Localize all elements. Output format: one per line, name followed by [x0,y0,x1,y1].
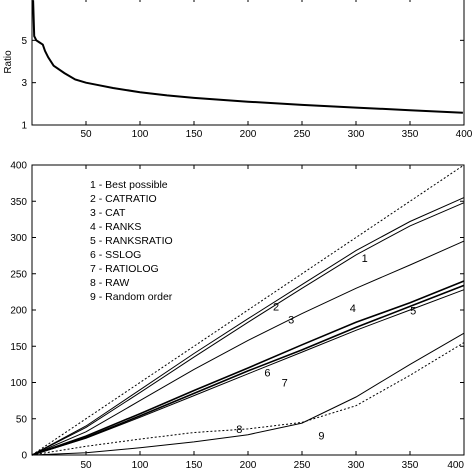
comparison-x-tick-label: 150 [186,460,203,471]
comparison-y-tick-label: 250 [10,269,27,280]
ratio-axis-title: Ratio [3,50,14,74]
curve-7-line [31,289,465,456]
ratio-y-tick-label: 5 [21,36,27,47]
legend-entry: 7 - RATIOLOG [90,263,159,275]
curve-6-label: 6 [264,367,270,379]
comparison-y-tick-label: 400 [10,161,27,172]
ratio-x-tick-label: 50 [80,129,92,140]
legend-entry: 1 - Best possible [90,179,168,191]
comparison-x-tick-label: 400 [447,460,464,471]
legend-entry: 2 - CATRATIO [90,193,157,205]
comparison-plot: 50 100 150 200 250 300 350 400 0 50 100 150 200 250 30… [10,161,465,471]
ratio-x-tick-label: 100 [132,129,149,140]
ratio-y-tick-label: 3 [21,78,27,89]
ratio-line [32,0,463,114]
legend-entry: 9 - Random order [90,291,173,303]
comparison-y-tick-label: 350 [10,197,27,208]
curve-8-label: 8 [236,424,242,436]
comparison-y-tick-label: 300 [10,233,27,244]
comparison-x-tick-label: 250 [294,460,311,471]
curve-6-line [31,284,465,456]
curve-2-line [31,197,465,456]
curve-9-label: 9 [318,430,324,442]
comparison-y-tick-label: 200 [10,306,27,317]
curve-8-line [31,332,465,456]
curve-9-line [31,342,465,456]
curve-5-label: 5 [410,306,416,318]
comparison-y-tick-label: 0 [21,451,27,462]
ratio-plot: 50 100 150 200 250 300 350 400 1 3 5 Ratio [3,0,473,140]
comparison-y-tick-label: 50 [16,414,28,425]
comparison-y-tick-label: 150 [10,342,27,353]
comparison-x-tick-label: 350 [402,460,419,471]
curve-2-label: 2 [273,301,279,313]
curve-3-label: 3 [288,314,294,326]
legend-entry: 8 - RAW [90,277,129,289]
comparison-x-tick-label: 200 [240,460,257,471]
comparison-x-tick-label: 50 [80,460,92,471]
legend-entry: 5 - RANKSRATIO [90,235,173,247]
ratio-y-tick-label: 1 [21,121,27,132]
ratio-x-tick-label: 300 [348,129,365,140]
curve-4-line [31,240,465,456]
curve-5-line [31,280,465,456]
curve-1-line [31,164,465,456]
ratio-x-tick-label: 400 [456,129,473,140]
legend-entry: 6 - SSLOG [90,249,141,261]
legend-entry: 4 - RANKS [90,221,141,233]
ratio-x-tick-label: 250 [294,129,311,140]
comparison-x-tick-label: 100 [132,460,149,471]
comparison-y-tick-label: 100 [10,378,27,389]
curve-7-label: 7 [282,378,288,390]
curve-4-label: 4 [350,303,356,315]
ratio-x-tick-label: 350 [402,129,419,140]
curve-3-line [31,202,465,456]
ratio-x-tick-label: 200 [240,129,257,140]
legend-entry: 3 - CAT [90,207,126,219]
curve-1-label: 1 [362,253,368,265]
comparison-x-tick-label: 300 [348,460,365,471]
ratio-x-tick-label: 150 [186,129,203,140]
legend: 1 - Best possible 2 - CATRATIO 3 - CAT 4 - … [90,179,173,303]
